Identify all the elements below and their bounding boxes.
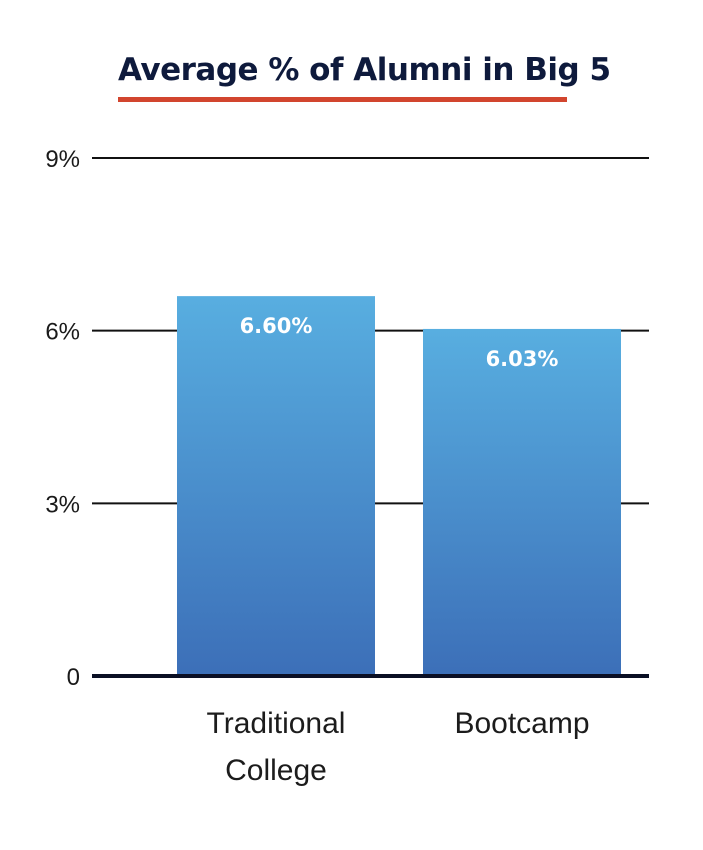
x-category-label: Traditional (207, 707, 346, 740)
bars (177, 296, 621, 676)
data-label: 6.60% (240, 314, 313, 338)
title-underline (118, 97, 567, 102)
x-category-label: College (225, 754, 327, 787)
chart-title: Average % of Alumni in Big 5 (118, 52, 611, 88)
y-tick-label: 0 (67, 664, 80, 691)
y-tick-label: 6% (45, 319, 80, 346)
y-tick-label: 9% (45, 146, 80, 173)
x-category-label: Bootcamp (454, 707, 589, 740)
labels: 0 3% 6% 9% 6.60% Traditional College 6.03% Bootc… (45, 146, 589, 787)
bar-1 (177, 296, 375, 676)
data-label: 6.03% (486, 347, 559, 371)
y-tick-label: 3% (45, 491, 80, 518)
bar-2 (423, 328, 621, 676)
